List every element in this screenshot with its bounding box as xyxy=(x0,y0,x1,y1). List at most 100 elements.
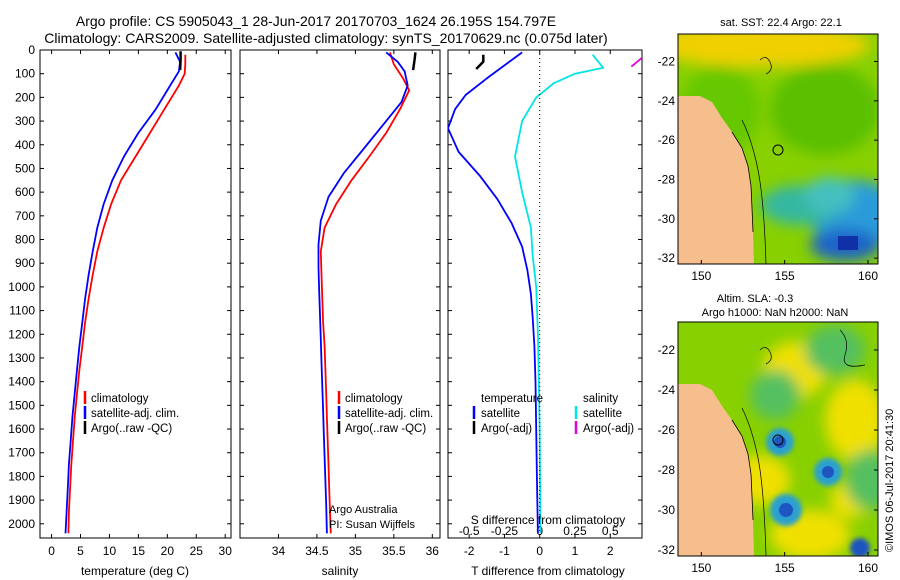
temperature-xlabel: temperature (deg C) xyxy=(81,564,189,578)
y-tick-label: 1000 xyxy=(8,280,35,294)
y-tick-label: 1500 xyxy=(8,398,35,412)
title-line2: Climatology: CARS2009. Satellite-adjuste… xyxy=(44,30,607,46)
y-tick-label: 800 xyxy=(15,233,35,247)
difference-lines xyxy=(448,51,642,534)
map-lat-label: -26 xyxy=(658,133,676,147)
series-line-satellite-adj-clim xyxy=(64,51,182,534)
map-lat-label: -28 xyxy=(658,463,676,477)
argo-float-marker xyxy=(772,434,784,446)
map-lon-label: 155 xyxy=(775,269,795,283)
map-lat-label: -30 xyxy=(658,212,676,226)
series-line-t-argo-adj xyxy=(475,54,485,70)
y-tick-label: 2000 xyxy=(8,517,35,531)
map-lat-label: -32 xyxy=(658,543,676,557)
x-tick-label: 34 xyxy=(272,544,286,558)
x-tick-label: 0 xyxy=(536,544,543,558)
map-lon-label: 150 xyxy=(691,561,711,575)
legend-label-satellite: satellite-adj. clim. xyxy=(91,408,179,420)
y-tick-label: 1900 xyxy=(8,493,35,507)
argo-float-marker xyxy=(772,144,784,156)
map-lat-label: -24 xyxy=(658,383,676,397)
map-lat-label: -22 xyxy=(658,55,676,69)
legend-label-argo: Argo(..raw -QC) xyxy=(345,423,426,435)
x-tick-label-salinity: -0.25 xyxy=(491,524,519,538)
x-tick-label: 20 xyxy=(161,544,175,558)
series-line-t-satellite xyxy=(448,51,539,534)
imos-stamp: ©IMOS 06-Jul-2017 20:41:30 xyxy=(884,409,896,552)
y-tick-label: 0 xyxy=(28,43,35,57)
x-tick-label: 15 xyxy=(132,544,146,558)
map-lat-label: -28 xyxy=(658,172,676,186)
x-tick-label: 36 xyxy=(426,544,440,558)
y-tick-label: 1100 xyxy=(9,304,35,318)
series-line-climatology xyxy=(319,52,411,534)
x-tick-label: 0 xyxy=(48,544,55,558)
x-tick-label-salinity: -0.5 xyxy=(459,524,480,538)
sst-map-frame xyxy=(677,33,879,265)
x-tick-label: 5 xyxy=(77,544,84,558)
x-tick-label: 35.5 xyxy=(382,544,406,558)
y-tick-label: 1300 xyxy=(8,351,35,365)
legend-label-s-argo: Argo(-adj) xyxy=(583,423,634,435)
title-line1: Argo profile: CS 5905043_1 28-Jun-2017 2… xyxy=(76,13,556,29)
legend-label-argo: Argo(..raw -QC) xyxy=(91,423,172,435)
salinity-xlabel: salinity xyxy=(322,564,359,578)
legend-label-t-satellite: satellite xyxy=(481,408,520,420)
y-tick-label: 200 xyxy=(15,90,35,104)
legend-label-t-argo: Argo(-adj) xyxy=(481,423,532,435)
x-tick-label: -2 xyxy=(464,544,475,558)
sla-map-title-line2: Argo h1000: NaN h2000: NaN xyxy=(702,307,849,319)
series-line-s-satellite xyxy=(514,54,605,534)
sst-map-ticks: 150 155 160 -22 -24 -26 -28 -30 -32 xyxy=(658,55,879,283)
sst-map xyxy=(678,34,878,264)
map-lon-label: 160 xyxy=(858,561,878,575)
temperature-axes xyxy=(39,49,232,539)
x-tick-label: 30 xyxy=(219,544,233,558)
sla-map xyxy=(678,322,878,556)
legend-heading-salinity: salinity xyxy=(583,393,618,405)
map-lat-label: -24 xyxy=(658,94,676,108)
series-line-s-argo-adj xyxy=(630,56,642,68)
sla-map-ticks: 150 155 160 -22 -24 -26 -28 -30 -32 xyxy=(658,343,879,575)
temperature-legend: climatology satellite-adj. clim. Argo(..… xyxy=(83,391,179,435)
y-tick-label: 100 xyxy=(15,67,35,81)
legend-label-satellite: satellite-adj. clim. xyxy=(345,408,433,420)
axis-ticks: 0100200300400500600700800900100011001200… xyxy=(8,43,642,558)
annotation-pi: PI: Susan Wijffels xyxy=(329,519,415,531)
map-lat-label: -26 xyxy=(658,423,676,437)
x-tick-label-salinity: 0.25 xyxy=(563,524,587,538)
difference-axes xyxy=(447,49,643,539)
sla-map-title-line1: Altim. SLA: -0.3 xyxy=(717,293,793,305)
s-difference-label: S difference from climatology xyxy=(471,513,626,527)
difference-legend: temperature salinity satellite Argo(-adj… xyxy=(472,393,634,435)
series-line-argo-raw-qc xyxy=(411,52,417,71)
map-lat-label: -22 xyxy=(658,343,676,357)
annotation-argo-australia: Argo Australia xyxy=(329,504,398,516)
y-tick-label: 400 xyxy=(15,138,35,152)
salinity-legend: climatology satellite-adj. clim. Argo(..… xyxy=(337,391,433,435)
sla-map-frame xyxy=(677,321,879,557)
y-tick-label: 600 xyxy=(15,185,35,199)
series-line-satellite-adj-clim xyxy=(317,51,409,534)
map-lon-label: 160 xyxy=(858,269,878,283)
y-tick-label: 1200 xyxy=(8,327,35,341)
x-tick-label: 2 xyxy=(607,544,614,558)
series-line-argo-raw-qc xyxy=(178,51,182,71)
legend-label-climatology: climatology xyxy=(91,393,149,405)
salinity-axes xyxy=(239,49,441,539)
legend-heading-temperature: temperature xyxy=(481,393,543,405)
difference-xlabel: T difference from climatology xyxy=(471,564,625,578)
y-tick-label: 1700 xyxy=(8,446,35,460)
x-tick-label: 35 xyxy=(349,544,363,558)
legend-label-s-satellite: satellite xyxy=(583,408,622,420)
map-lat-label: -32 xyxy=(658,251,676,265)
map-lat-label: -30 xyxy=(658,503,676,517)
x-tick-label: 25 xyxy=(190,544,204,558)
map-lon-label: 150 xyxy=(691,269,711,283)
y-tick-label: 300 xyxy=(15,114,35,128)
x-tick-label: 34.5 xyxy=(305,544,329,558)
y-tick-label: 500 xyxy=(15,161,35,175)
x-tick-label: 1 xyxy=(572,544,579,558)
sst-map-title: sat. SST: 22.4 Argo: 22.1 xyxy=(720,17,842,29)
